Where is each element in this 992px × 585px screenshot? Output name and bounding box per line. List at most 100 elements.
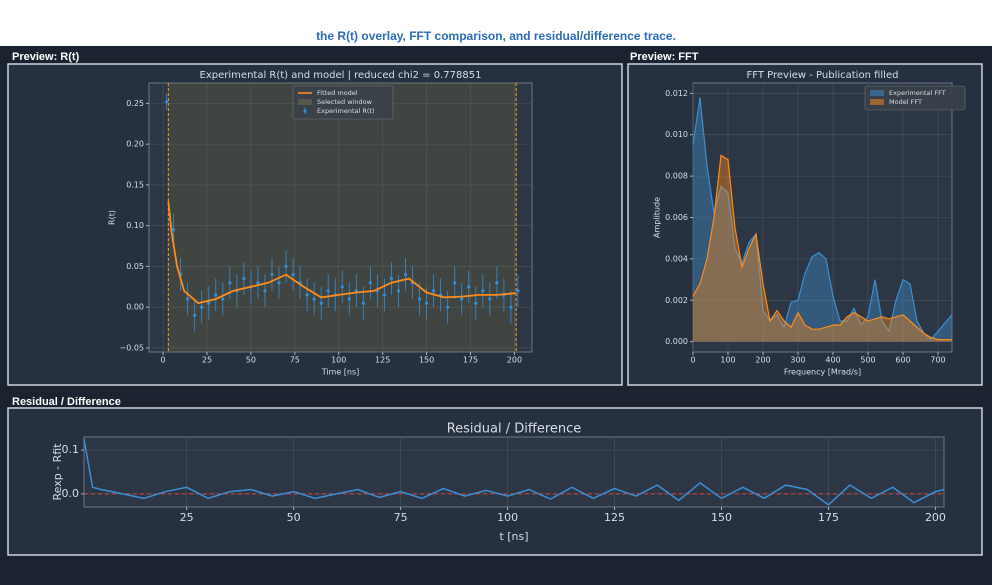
x-tick-label: 50 <box>246 356 256 365</box>
data-point <box>221 297 225 301</box>
x-axis-label: Time [ns] <box>321 368 360 377</box>
x-tick-label: 175 <box>463 356 478 365</box>
caption: the R(t) overlay, FFT comparison, and re… <box>316 29 676 43</box>
legend-swatch <box>870 90 884 96</box>
data-point <box>171 228 176 232</box>
data-point <box>291 272 295 277</box>
data-point <box>305 293 309 297</box>
data-point <box>193 313 197 317</box>
legend-swatch <box>303 109 307 113</box>
data-point <box>347 297 351 301</box>
x-tick-label: 200 <box>507 356 522 365</box>
legend-box <box>292 85 394 120</box>
data-point <box>417 297 422 301</box>
y-tick-label: −0.05 <box>119 343 144 352</box>
x-tick-label: 100 <box>720 356 735 365</box>
panel-header: Preview: R(t) <box>12 51 80 63</box>
legend-box <box>864 85 966 111</box>
data-point <box>263 289 267 293</box>
plot-area <box>83 436 945 508</box>
legend-label: Experimental FFT <box>889 89 946 97</box>
x-tick-label: 125 <box>604 511 625 524</box>
data-point <box>312 297 316 301</box>
data-point <box>460 297 464 301</box>
data-point <box>319 301 323 305</box>
data-point <box>474 301 478 305</box>
data-point <box>481 289 485 293</box>
data-point <box>340 285 344 289</box>
x-tick-label: 0 <box>161 356 166 365</box>
data-point <box>368 281 372 285</box>
x-tick-label: 25 <box>180 511 194 524</box>
legend-swatch <box>298 99 312 105</box>
data-point <box>164 100 169 104</box>
legend-label: Experimental R(t) <box>317 107 375 115</box>
x-tick-label: 400 <box>825 356 840 365</box>
chart-title: FFT Preview - Publication filled <box>747 70 899 81</box>
data-point <box>242 277 246 281</box>
data-point <box>207 301 211 305</box>
y-tick-label: 0.20 <box>126 140 144 149</box>
y-tick-label: 0.00 <box>126 303 144 312</box>
y-tick-label: 0.008 <box>665 172 688 181</box>
line <box>83 439 945 506</box>
x-axis-label: Frequency [Mrad/s] <box>784 368 861 377</box>
line <box>692 97 953 341</box>
x-tick-label: 700 <box>930 356 945 365</box>
data-point <box>446 305 450 309</box>
y-tick-label: 0.000 <box>665 337 688 346</box>
y-tick-label: 0.002 <box>665 296 688 305</box>
x-axis-label: t [ns] <box>499 530 528 543</box>
area <box>693 155 952 342</box>
data-point <box>214 293 218 297</box>
x-tick-label: 75 <box>290 356 300 365</box>
data-point <box>396 289 401 293</box>
x-tick-label: 100 <box>331 356 346 365</box>
data-point <box>270 272 274 277</box>
data-point <box>389 277 394 281</box>
data-point <box>403 272 408 277</box>
x-tick-label: 150 <box>711 511 732 524</box>
y-tick-label: 0.1 <box>62 443 80 456</box>
y-tick-label: 0.05 <box>126 262 144 271</box>
data-point <box>453 281 457 285</box>
data-point <box>256 281 260 285</box>
x-tick-label: 175 <box>818 511 839 524</box>
y-axis-label: Rexp - Rfit <box>51 443 64 501</box>
y-tick-label: 0.010 <box>665 130 688 139</box>
y-tick-label: 0.012 <box>665 89 688 98</box>
y-tick-label: 0.10 <box>126 221 144 230</box>
data-point <box>277 281 281 285</box>
legend-swatch <box>870 99 884 105</box>
selected-window <box>168 83 517 352</box>
legend-label: Selected window <box>317 98 373 106</box>
data-point <box>228 281 232 285</box>
x-tick-label: 150 <box>419 356 434 365</box>
data-point <box>488 297 492 301</box>
fit-line <box>167 201 517 305</box>
line <box>692 154 952 341</box>
data-point <box>516 289 520 293</box>
data-point <box>284 264 288 269</box>
chart-title: Experimental R(t) and model | reduced ch… <box>200 70 482 81</box>
caption-bg <box>0 0 992 46</box>
data-point <box>186 297 190 301</box>
y-tick-label: 0.15 <box>126 180 144 189</box>
data-point <box>467 285 471 289</box>
x-tick-label: 125 <box>375 356 390 365</box>
data-point <box>382 293 387 297</box>
y-tick-label: 0.006 <box>665 213 688 222</box>
panel-header: Preview: FFT <box>630 51 699 63</box>
x-tick-label: 600 <box>895 356 910 365</box>
x-tick-label: 100 <box>497 511 518 524</box>
y-tick-label: 0.25 <box>126 99 144 108</box>
chart-title: Residual / Difference <box>447 422 582 437</box>
x-tick-label: 25 <box>202 356 212 365</box>
data-point <box>326 289 330 293</box>
data-point <box>424 301 429 305</box>
x-tick-label: 0 <box>690 356 695 365</box>
y-axis-label: Amplitude <box>653 197 662 238</box>
data-point <box>495 281 499 285</box>
